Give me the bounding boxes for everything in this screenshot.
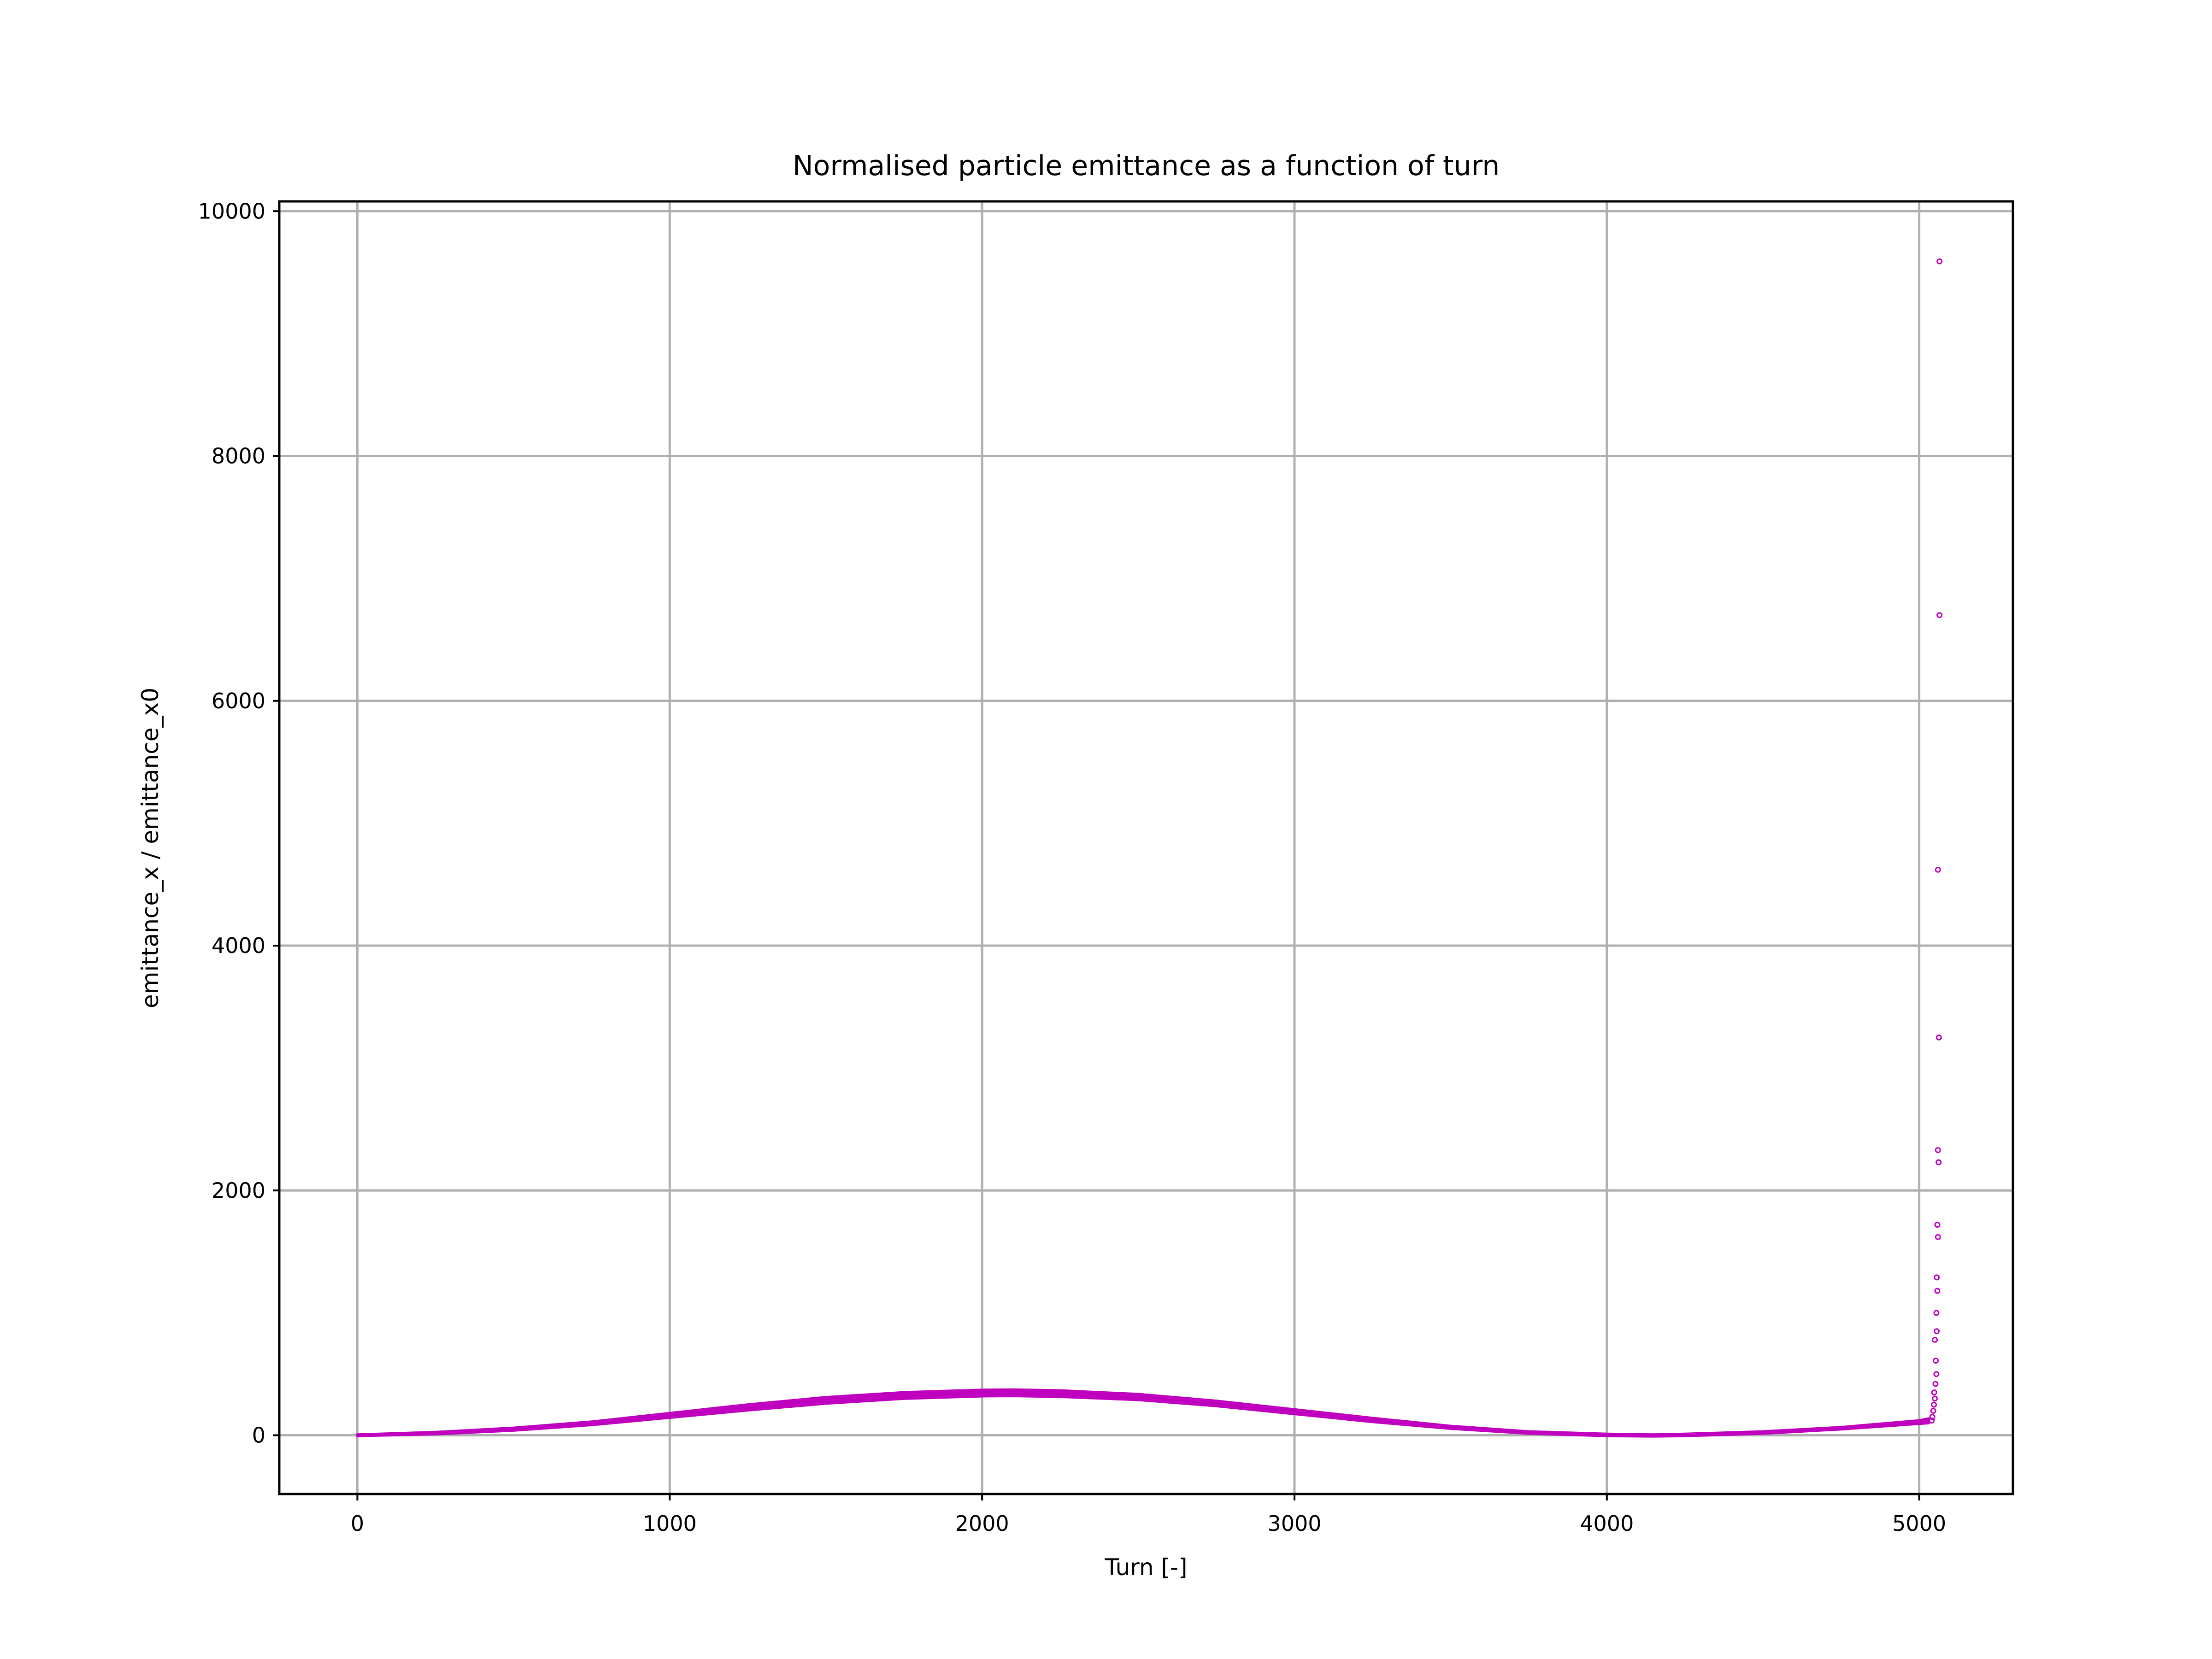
x-tick-label: 0 bbox=[351, 1511, 364, 1536]
y-tick-label: 4000 bbox=[212, 933, 265, 958]
y-tick-label: 8000 bbox=[212, 444, 265, 469]
y-axis-label: emittance_x / emittance_x0 bbox=[137, 688, 164, 1008]
grid-lines bbox=[279, 201, 2013, 1494]
outlier-point bbox=[1932, 1395, 1938, 1402]
x-tick-label: 3000 bbox=[1267, 1511, 1321, 1536]
plot-area-frame bbox=[278, 200, 2014, 1495]
outlier-point bbox=[1936, 1159, 1942, 1165]
x-axis-ticks: 0 1000 2000 3000 4000 5000 bbox=[351, 1494, 1946, 1536]
outlier-point bbox=[1934, 1274, 1940, 1281]
x-tick-label: 2000 bbox=[955, 1511, 1009, 1536]
outlier-point-top bbox=[1936, 258, 1943, 265]
x-tick-label: 4000 bbox=[1580, 1511, 1634, 1536]
emittance-band bbox=[356, 1388, 1930, 1438]
outlier-point bbox=[1930, 1407, 1936, 1414]
outlier-point bbox=[1929, 1414, 1936, 1420]
outlier-point bbox=[1936, 1034, 1942, 1041]
outlier-point bbox=[1931, 1389, 1937, 1396]
outlier-point bbox=[1931, 1401, 1937, 1408]
outlier-point bbox=[1935, 1234, 1941, 1240]
outlier-point bbox=[1933, 1371, 1940, 1377]
x-axis-label: Turn [-] bbox=[1105, 1554, 1188, 1581]
outlier-point bbox=[1933, 1357, 1939, 1364]
chart-title: Normalised particle emittance as a funct… bbox=[793, 150, 1500, 182]
outlier-point bbox=[1935, 866, 1941, 873]
data-band bbox=[356, 1388, 1930, 1438]
outlier-point bbox=[1932, 1336, 1938, 1343]
y-tick-label: 6000 bbox=[212, 688, 265, 713]
outlier-point bbox=[1934, 1288, 1941, 1294]
outlier-point bbox=[1933, 1310, 1940, 1316]
y-tick-label: 0 bbox=[252, 1423, 265, 1448]
outlier-point bbox=[1934, 1222, 1941, 1228]
outlier-point bbox=[1932, 1381, 1939, 1387]
y-tick-label: 10000 bbox=[198, 199, 265, 224]
y-axis-ticks: 0 2000 4000 6000 8000 10000 bbox=[198, 199, 279, 1448]
outlier-point bbox=[1929, 1418, 1935, 1424]
outlier-point bbox=[1934, 1328, 1940, 1335]
y-tick-label: 2000 bbox=[212, 1178, 265, 1203]
outlier-point bbox=[1935, 1147, 1941, 1153]
data-points bbox=[1929, 258, 1943, 1424]
outlier-point bbox=[1936, 612, 1943, 618]
x-tick-label: 1000 bbox=[643, 1511, 697, 1536]
x-tick-label: 5000 bbox=[1892, 1511, 1946, 1536]
